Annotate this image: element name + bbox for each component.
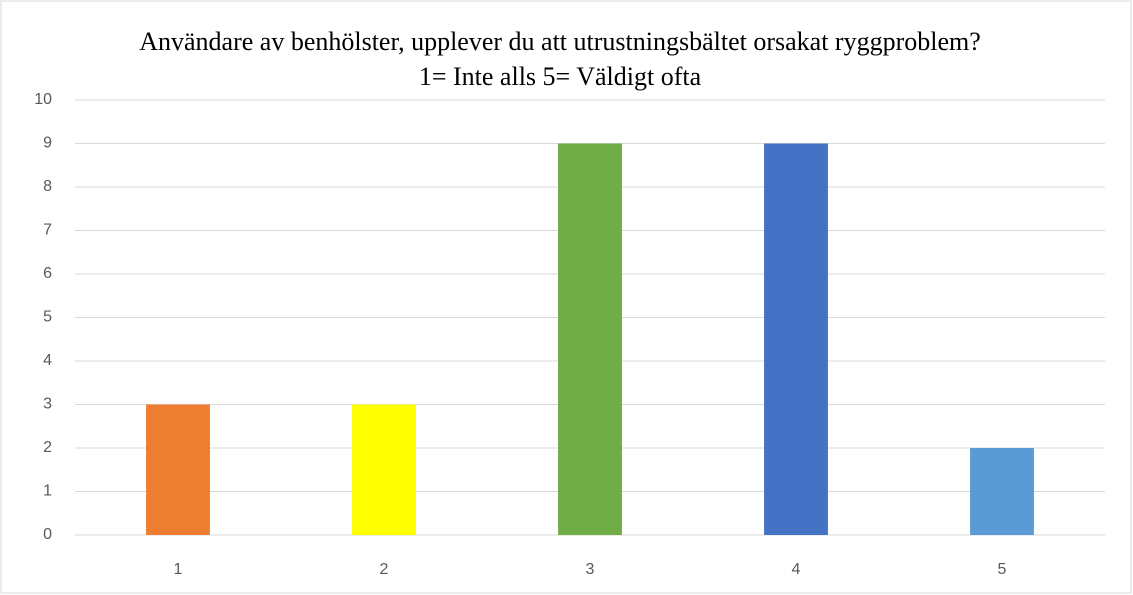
x-tick-label: 4 <box>792 561 801 578</box>
chart-title: Användare av benhölster, upplever du att… <box>139 27 981 56</box>
y-tick-label: 1 <box>43 483 52 500</box>
y-tick-label: 4 <box>43 352 52 369</box>
y-tick-label: 7 <box>43 222 52 239</box>
y-tick-label: 0 <box>43 526 52 543</box>
bar <box>558 143 622 535</box>
x-tick-label: 1 <box>174 561 183 578</box>
y-tick-label: 10 <box>34 91 52 108</box>
x-tick-label: 5 <box>998 561 1007 578</box>
x-tick-label: 3 <box>586 561 595 578</box>
x-tick-label: 2 <box>380 561 389 578</box>
y-tick-label: 5 <box>43 309 52 326</box>
bar <box>970 448 1034 535</box>
bar <box>764 143 828 535</box>
y-tick-label: 2 <box>43 439 52 456</box>
bar <box>146 404 210 535</box>
y-tick-label: 9 <box>43 135 52 152</box>
bar <box>352 404 416 535</box>
chart-subtitle: 1= Inte alls 5= Väldigt ofta <box>419 62 702 91</box>
y-tick-label: 3 <box>43 396 52 413</box>
y-tick-label: 6 <box>43 265 52 282</box>
y-tick-label: 8 <box>43 178 52 195</box>
